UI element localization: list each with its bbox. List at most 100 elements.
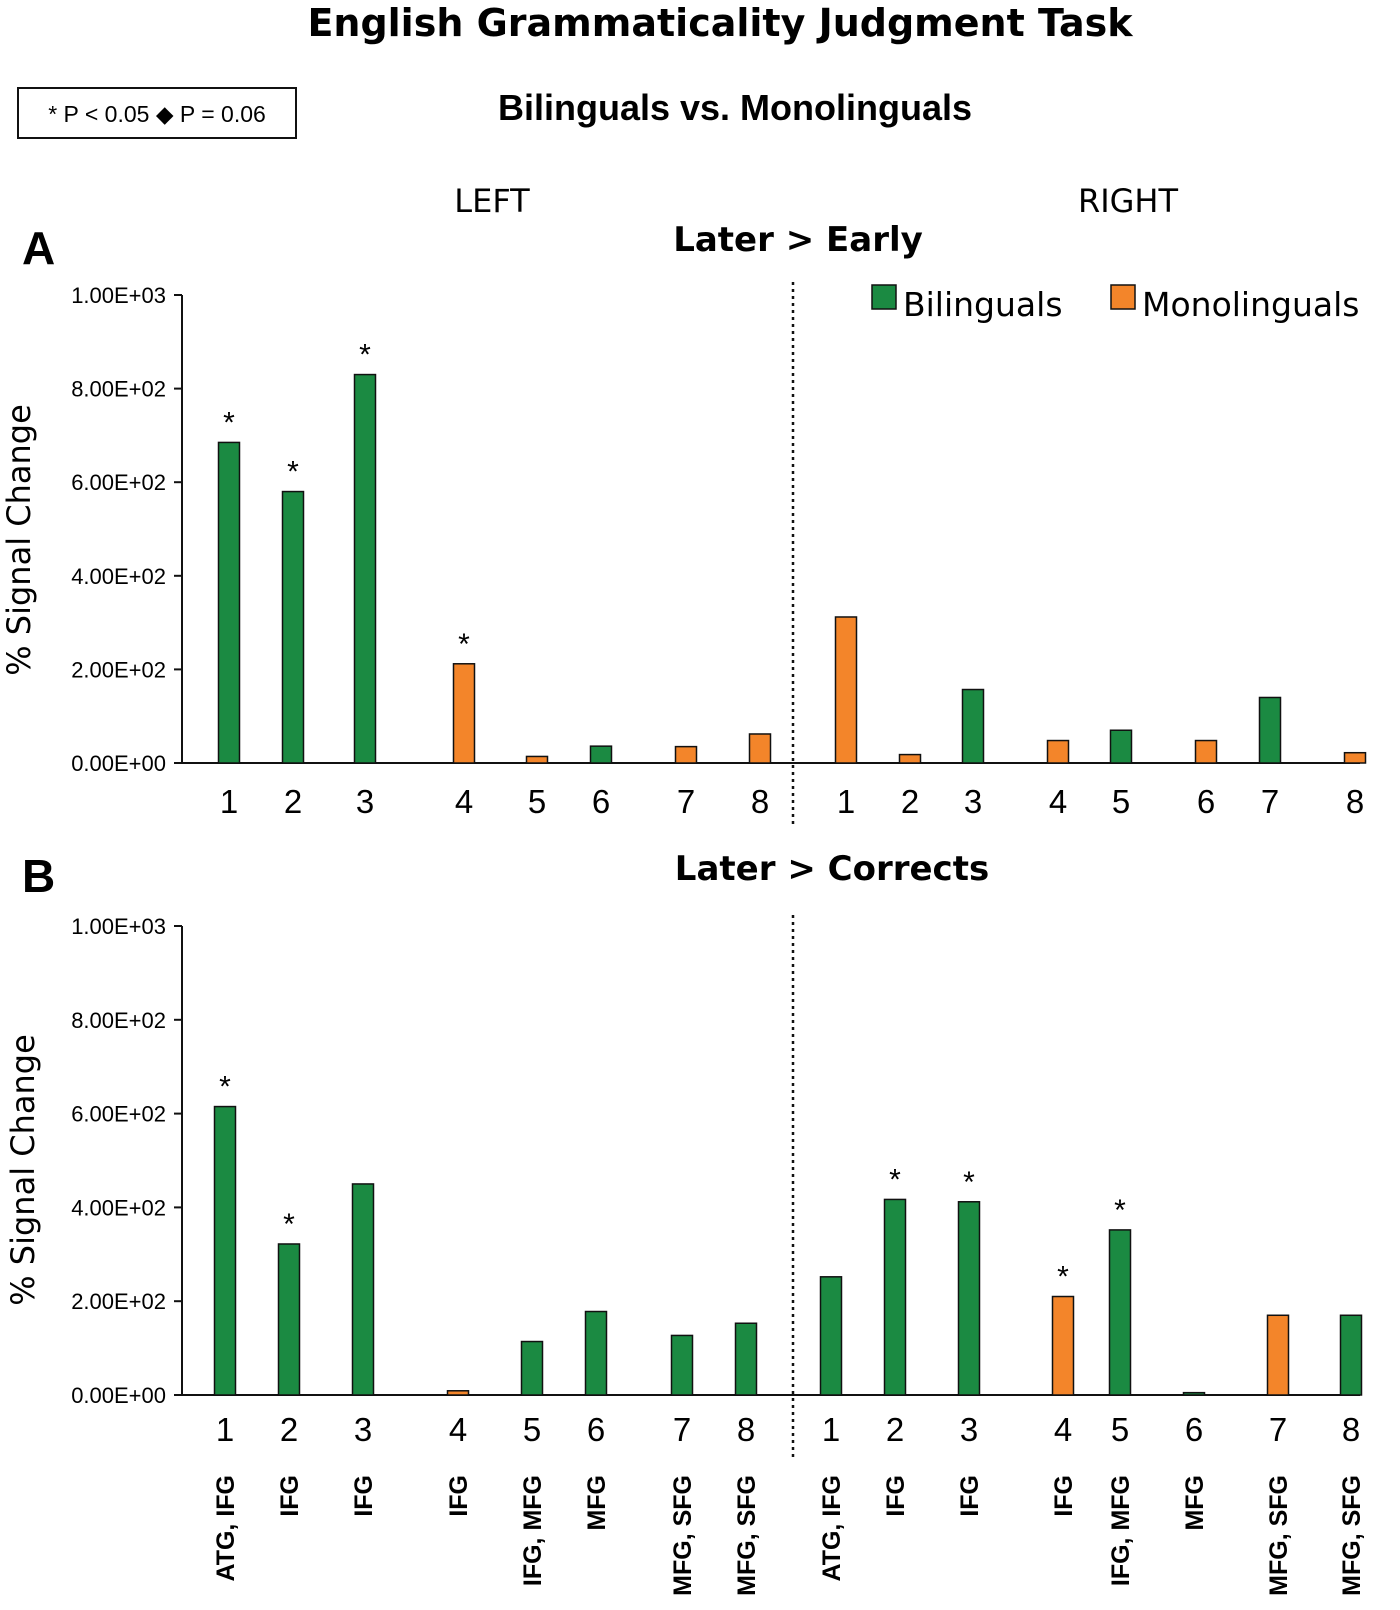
bar-right-1 [819, 1276, 843, 1396]
region-label: IFG [882, 1475, 910, 1517]
bar-left-4 [446, 1390, 470, 1396]
panel-a-letter: A [22, 222, 55, 274]
bar-right-7 [1266, 1314, 1290, 1396]
legend: Bilinguals Monolinguals [871, 284, 1359, 324]
bar-right-5 [1108, 1229, 1132, 1396]
bar-left-6 [589, 745, 613, 764]
significance-marker: * [963, 1166, 975, 1199]
x-tick-label: 5 [528, 783, 546, 820]
hemisphere-label-right: RIGHT [1078, 182, 1179, 220]
region-label: IFG [276, 1475, 304, 1517]
x-tick-label: 4 [449, 1411, 467, 1448]
x-tick-label: 6 [587, 1411, 605, 1448]
region-label: ATG, IFG [818, 1475, 846, 1581]
region-label: IFG, MFG [519, 1475, 547, 1586]
x-tick-label: 8 [737, 1411, 755, 1448]
bar-left-1 [213, 1105, 237, 1396]
y-tick-label: 1.00E+03 [71, 914, 166, 939]
x-tick-label: 1 [220, 783, 238, 820]
x-tick-label: 7 [1261, 783, 1279, 820]
significance-marker: * [287, 456, 299, 489]
legend-label-bilinguals: Bilinguals [903, 285, 1063, 324]
panel-a-title: Later > Early [673, 220, 923, 260]
y-tick-label: 0.00E+00 [71, 1383, 166, 1408]
x-tick-label: 4 [1049, 783, 1067, 820]
significance-marker: * [1114, 1194, 1126, 1227]
region-label: IFG [350, 1475, 378, 1517]
region-label: IFG [956, 1475, 984, 1517]
legend-swatch-bilinguals [871, 284, 897, 310]
y-tick-label: 1.00E+03 [71, 283, 166, 308]
bar-left-2 [277, 1243, 301, 1396]
bar-right-5 [1109, 729, 1133, 764]
x-tick-label: 5 [523, 1411, 541, 1448]
significance-marker: * [223, 406, 235, 439]
panel-b: B Later > Corrects % Signal Change 0.00E… [4, 849, 1366, 1596]
x-tick-label: 8 [1342, 1411, 1360, 1448]
x-tick-label: 1 [837, 783, 855, 820]
bar-right-4 [1046, 739, 1070, 764]
x-tick-label: 4 [455, 783, 473, 820]
x-tick-label: 5 [1112, 783, 1130, 820]
x-tick-label: 7 [1269, 1411, 1287, 1448]
x-tick-label: 4 [1054, 1411, 1072, 1448]
bar-left-7 [674, 745, 698, 764]
x-tick-label: 5 [1111, 1411, 1129, 1448]
y-tick-label: 6.00E+02 [71, 1102, 166, 1127]
panel-a: A Later > Early % Signal Change 0.00E+00… [0, 220, 1367, 825]
region-label: MFG [583, 1475, 611, 1531]
bar-left-1 [217, 441, 241, 764]
legend-label-monolinguals: Monolinguals [1142, 285, 1359, 324]
bar-left-2 [281, 490, 305, 764]
region-label: MFG, SFG [1338, 1475, 1366, 1596]
figure-title: English Grammaticality Judgment Task [307, 1, 1133, 45]
panel-b-letter: B [22, 850, 55, 902]
x-tick-label: 8 [751, 783, 769, 820]
hemisphere-label-left: LEFT [454, 182, 530, 220]
y-tick-label: 2.00E+02 [71, 657, 166, 682]
bar-right-2 [883, 1198, 907, 1396]
x-tick-label: 2 [284, 783, 302, 820]
bar-right-2 [898, 753, 922, 764]
x-tick-label: 1 [216, 1411, 234, 1448]
region-label: MFG, SFG [733, 1475, 761, 1596]
x-tick-label: 3 [354, 1411, 372, 1448]
significance-marker: * [458, 628, 470, 661]
x-tick-label: 3 [964, 783, 982, 820]
significance-marker: * [1057, 1261, 1069, 1294]
bar-left-4 [452, 663, 476, 764]
x-tick-label: 7 [673, 1411, 691, 1448]
significance-marker: * [359, 339, 371, 372]
x-tick-label: 6 [1197, 783, 1215, 820]
region-label: MFG [1181, 1475, 1209, 1531]
bar-right-3 [961, 688, 985, 764]
region-label: IFG, MFG [1107, 1475, 1135, 1586]
bar-right-8 [1339, 1314, 1363, 1396]
x-tick-label: 7 [677, 783, 695, 820]
bar-right-7 [1258, 696, 1282, 764]
x-tick-label: 3 [960, 1411, 978, 1448]
bar-left-7 [670, 1334, 694, 1396]
x-tick-label: 3 [356, 783, 374, 820]
bar-right-3 [957, 1201, 981, 1396]
bar-left-5 [525, 755, 549, 764]
y-tick-label: 8.00E+02 [71, 1008, 166, 1033]
region-label: IFG [445, 1475, 473, 1517]
panel-b-y-axis-label: % Signal Change [4, 1034, 42, 1306]
bar-left-5 [520, 1340, 544, 1396]
y-tick-label: 2.00E+02 [71, 1289, 166, 1314]
region-label: ATG, IFG [212, 1475, 240, 1581]
significance-key: * P < 0.05 ◆ P = 0.06 [17, 87, 297, 139]
x-tick-label: 6 [592, 783, 610, 820]
significance-key-box [17, 87, 297, 139]
x-tick-label: 6 [1185, 1411, 1203, 1448]
x-tick-label: 2 [280, 1411, 298, 1448]
y-tick-label: 4.00E+02 [71, 564, 166, 589]
bar-right-6 [1194, 739, 1218, 764]
significance-marker: * [889, 1163, 901, 1196]
x-tick-label: 1 [822, 1411, 840, 1448]
significance-marker: * [219, 1071, 231, 1104]
bar-right-6 [1182, 1391, 1206, 1396]
x-tick-label: 2 [901, 783, 919, 820]
